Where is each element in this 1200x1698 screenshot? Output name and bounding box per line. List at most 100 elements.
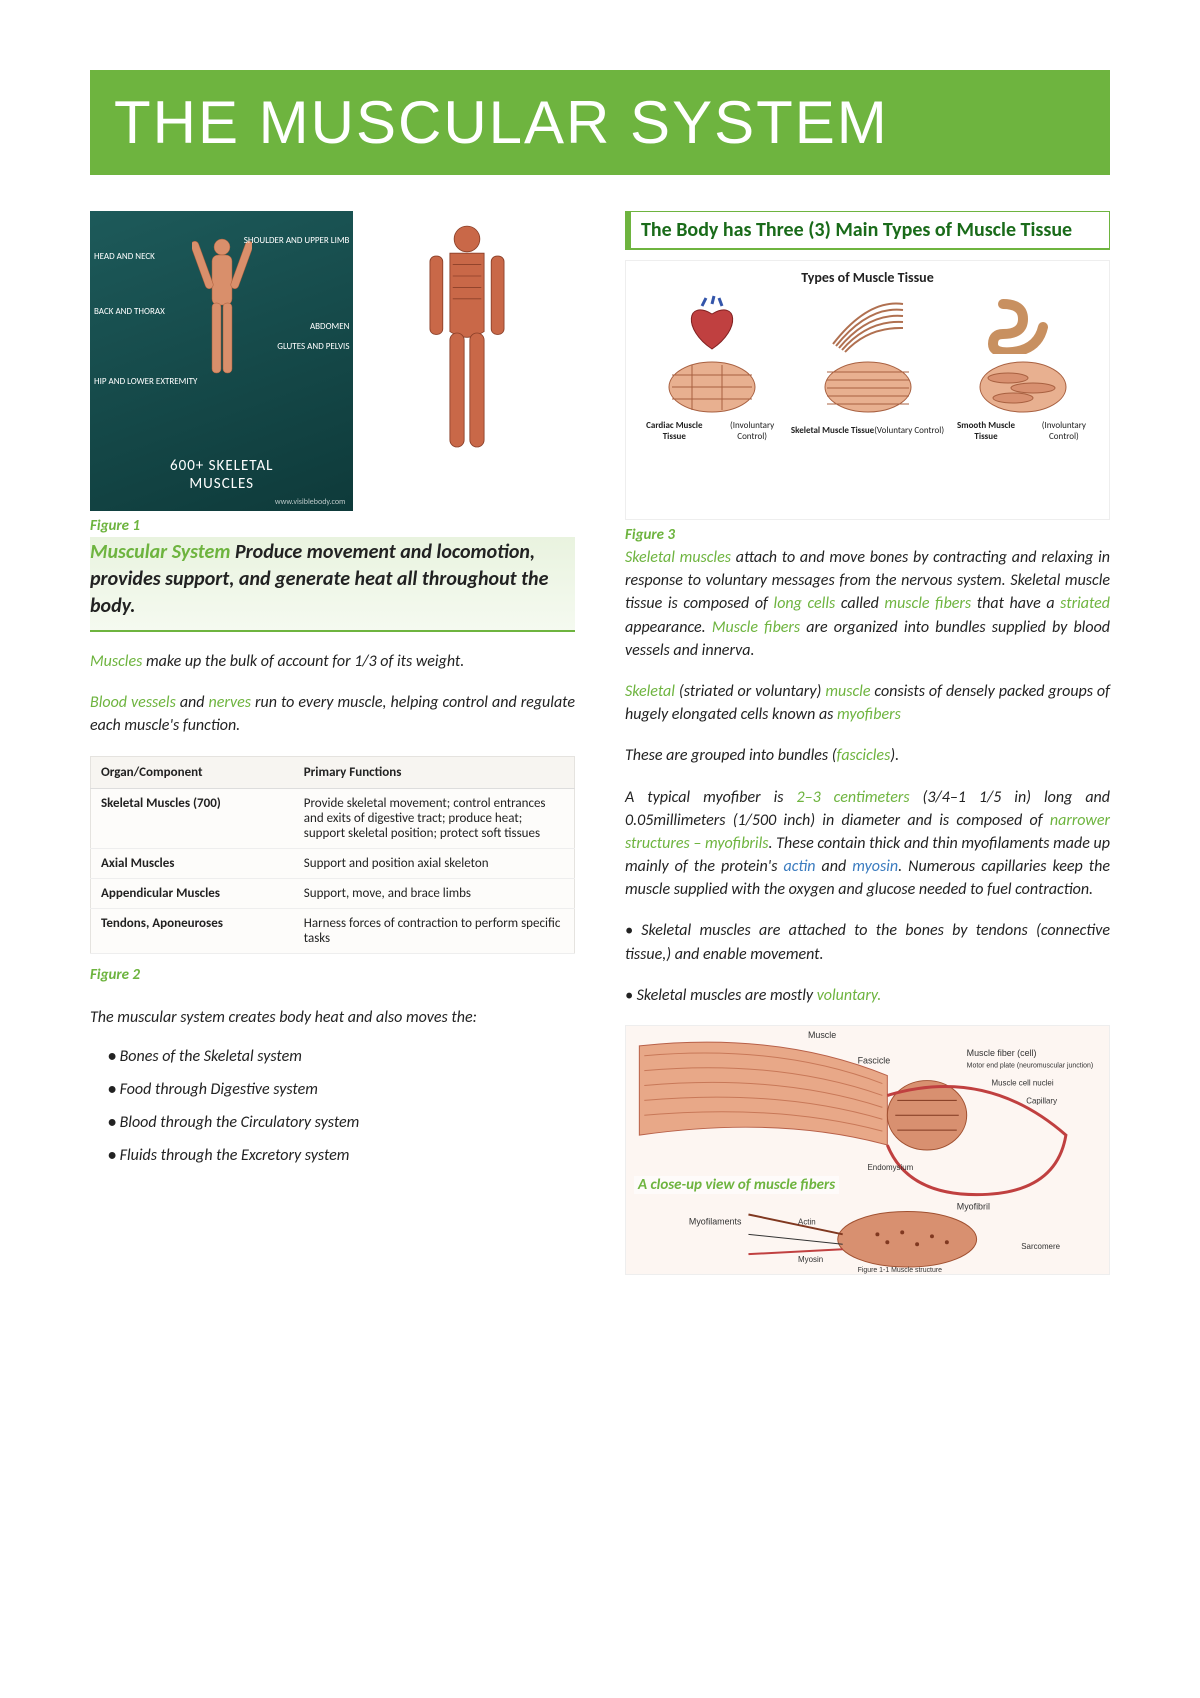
figure-1-anatomy: HEAD AND NECK SHOULDER AND UPPER LIMB BA… (90, 211, 575, 511)
tissue-organs-row (634, 294, 1101, 354)
kw-nerves: nerves (209, 693, 252, 712)
tissue-labels-row: Cardiac Muscle Tissue(Involuntary Contro… (634, 421, 1101, 443)
human-back-icon (192, 235, 252, 415)
figure-2-caption: Figure 2 (90, 966, 575, 984)
functions-table: Organ/Component Primary Functions Skelet… (90, 756, 575, 954)
text: These are grouped into bundles ( (625, 746, 837, 765)
figure-3-tissue-types: Types of Muscle Tissue Cardiac Muscle Ti… (625, 260, 1110, 520)
list-item: Blood through the Circulatory system (108, 1113, 575, 1132)
text: Skeletal muscles are attached to the bon… (625, 921, 1110, 963)
lbl-endomysium: Endomysium (868, 1163, 914, 1172)
cell-function: Harness forces of contraction to perform… (294, 908, 575, 953)
text: and (176, 693, 209, 712)
para-body-heat: The muscular system creates body heat an… (90, 1006, 575, 1029)
intestine-icon (945, 294, 1101, 354)
cell-component: Appendicular Muscles (91, 878, 294, 908)
th-component: Organ/Component (91, 756, 294, 788)
count-line2: MUSCLES (189, 475, 254, 493)
text: make up the bulk of account for 1/3 of i… (142, 652, 464, 671)
heart-icon (634, 294, 790, 354)
kw-blood-vessels: Blood vessels (90, 693, 176, 712)
skeletal-cells-icon (790, 360, 946, 415)
cell-component: Axial Muscles (91, 848, 294, 878)
list-item: Bones of the Skeletal system (108, 1047, 575, 1066)
figure-1-caption: Figure 1 (90, 517, 575, 535)
text: that have a (971, 594, 1060, 613)
label-glutes: GLUTES AND PELVIS (277, 341, 349, 352)
label-head: HEAD AND NECK (94, 251, 155, 262)
label-abdomen: ABDOMEN (310, 321, 350, 332)
para-blood-vessels: Blood vessels and nerves run to every mu… (90, 691, 575, 737)
text: appearance. (625, 618, 712, 637)
lead-summary: Muscular System Produce movement and loc… (90, 537, 575, 632)
text: called (835, 594, 884, 613)
text: ). (890, 746, 899, 765)
kw-actin: actin (783, 857, 815, 876)
para-fascicles: These are grouped into bundles (fascicle… (625, 744, 1110, 767)
kw-muscles: Muscles (90, 652, 142, 671)
kw: 2–3 centimeters (796, 788, 909, 807)
lbl-fiber: Muscle fiber (cell) (967, 1048, 1037, 1058)
lbl-myofibril: Myofibril (957, 1202, 990, 1212)
left-column: HEAD AND NECK SHOULDER AND UPPER LIMB BA… (90, 211, 575, 1275)
page-title: THE MUSCULAR SYSTEM (90, 70, 1110, 175)
kw: Muscle fibers (712, 618, 800, 637)
two-column-layout: HEAD AND NECK SHOULDER AND UPPER LIMB BA… (90, 211, 1110, 1275)
kw: Skeletal muscles (625, 548, 731, 567)
kw: long cells (774, 594, 836, 613)
muscle-bundle-icon (790, 294, 946, 354)
lead-highlight: Muscular System (90, 540, 230, 564)
label-shoulder: SHOULDER AND UPPER LIMB (244, 235, 350, 246)
figure-3-caption: Figure 3 (625, 526, 1110, 544)
lbl-endplate: Motor end plate (neuromuscular junction) (967, 1063, 1093, 1070)
kw: muscle (825, 682, 870, 701)
text: (striated or voluntary) (675, 682, 825, 701)
count-line1: 600+ SKELETAL (170, 457, 273, 475)
cardiac-cells-icon (634, 360, 790, 415)
table-row: Skeletal Muscles (700)Provide skeletal m… (91, 788, 575, 848)
lbl-figcap: Figure 1-1 Muscle structure (858, 1267, 943, 1274)
smooth-cells-icon (945, 360, 1101, 415)
para-muscles-weight: Muscles make up the bulk of account for … (90, 650, 575, 673)
cell-function: Support, move, and brace limbs (294, 878, 575, 908)
lbl-fascicle: Fascicle (858, 1056, 891, 1066)
label-hip: HIP AND LOWER EXTREMITY (94, 376, 197, 387)
tissue-label: Smooth Muscle Tissue(Involuntary Control… (945, 421, 1101, 443)
kw-myosin: myosin (852, 857, 898, 876)
kw: Skeletal (625, 682, 675, 701)
table-row: Tendons, AponeurosesHarness forces of co… (91, 908, 575, 953)
skeletal-count: 600+ SKELETAL MUSCLES (90, 457, 353, 493)
table-row: Axial MusclesSupport and position axial … (91, 848, 575, 878)
tissue-cells-row (634, 360, 1101, 415)
lbl-muscle: Muscle (808, 1030, 836, 1040)
text: and (816, 857, 853, 876)
cell-function: Support and position axial skeleton (294, 848, 575, 878)
table-row: Appendicular MusclesSupport, move, and b… (91, 878, 575, 908)
list-item: Food through Digestive system (108, 1080, 575, 1099)
cell-component: Tendons, Aponeuroses (91, 908, 294, 953)
lbl-actin: Actin (798, 1217, 816, 1226)
kw: myofibers (837, 705, 901, 724)
lbl-myosin: Myosin (798, 1255, 823, 1264)
lbl-capillary: Capillary (1026, 1096, 1057, 1105)
fiber-diagram-caption: A close-up view of muscle fibers (634, 1176, 839, 1194)
bullet-voluntary: • Skeletal muscles are mostly voluntary. (625, 984, 1110, 1007)
cell-component: Skeletal Muscles (700) (91, 788, 294, 848)
lbl-myofilaments: Myofilaments (689, 1216, 742, 1226)
kw: fascicles (837, 746, 891, 765)
cell-function: Provide skeletal movement; control entra… (294, 788, 575, 848)
moves-list: Bones of the Skeletal system Food through… (108, 1047, 575, 1165)
tissue-label: Cardiac Muscle Tissue(Involuntary Contro… (634, 421, 790, 443)
para-skeletal-2: Skeletal (striated or voluntary) muscle … (625, 680, 1110, 726)
th-functions: Primary Functions (294, 756, 575, 788)
text: Skeletal muscles are mostly (637, 986, 817, 1005)
lbl-sarcomere: Sarcomere (1021, 1242, 1060, 1251)
lbl-nuclei: Muscle cell nuclei (992, 1079, 1054, 1088)
bullet-tendons: • Skeletal muscles are attached to the b… (625, 919, 1110, 965)
anatomy-back-diagram: HEAD AND NECK SHOULDER AND UPPER LIMB BA… (90, 211, 353, 511)
right-column: The Body has Three (3) Main Types of Mus… (625, 211, 1110, 1275)
label-back: BACK AND THORAX (94, 306, 165, 317)
kw: striated (1060, 594, 1110, 613)
para-myofiber: A typical myofiber is 2–3 centimeters (3… (625, 786, 1110, 902)
source-site: www.visiblebody.com (275, 497, 346, 507)
